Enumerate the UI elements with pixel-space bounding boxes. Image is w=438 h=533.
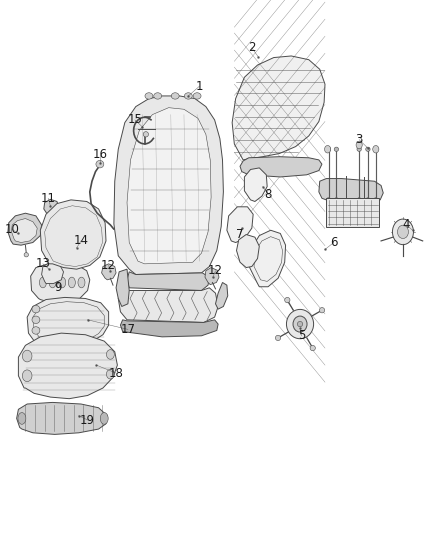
- Polygon shape: [127, 272, 209, 290]
- Ellipse shape: [171, 93, 179, 99]
- Text: 12: 12: [208, 264, 223, 277]
- Ellipse shape: [286, 309, 314, 339]
- Ellipse shape: [310, 345, 315, 351]
- Ellipse shape: [356, 141, 362, 149]
- Ellipse shape: [334, 198, 339, 202]
- Polygon shape: [18, 333, 117, 399]
- Ellipse shape: [297, 321, 303, 327]
- Polygon shape: [120, 320, 218, 337]
- Text: 13: 13: [35, 257, 50, 270]
- Text: 12: 12: [101, 259, 116, 272]
- Text: 9: 9: [54, 281, 62, 294]
- Text: 4: 4: [403, 219, 410, 231]
- Ellipse shape: [193, 93, 201, 99]
- Ellipse shape: [392, 219, 413, 245]
- Text: 15: 15: [127, 114, 142, 126]
- Ellipse shape: [100, 413, 108, 424]
- Polygon shape: [17, 402, 107, 434]
- Ellipse shape: [326, 147, 331, 151]
- Ellipse shape: [184, 93, 192, 99]
- Polygon shape: [11, 219, 37, 243]
- Text: 16: 16: [92, 148, 107, 161]
- Ellipse shape: [32, 327, 40, 334]
- Ellipse shape: [334, 147, 339, 151]
- Ellipse shape: [366, 147, 370, 151]
- Polygon shape: [127, 108, 211, 264]
- Ellipse shape: [143, 132, 148, 137]
- Text: 17: 17: [120, 323, 135, 336]
- Polygon shape: [232, 56, 325, 160]
- Polygon shape: [31, 264, 90, 303]
- Text: 18: 18: [109, 367, 124, 379]
- Polygon shape: [215, 282, 228, 309]
- Text: 1: 1: [195, 80, 203, 93]
- Ellipse shape: [293, 316, 307, 332]
- Ellipse shape: [32, 305, 40, 313]
- Polygon shape: [319, 179, 383, 204]
- Ellipse shape: [106, 369, 114, 379]
- Polygon shape: [44, 199, 59, 216]
- Polygon shape: [240, 157, 322, 177]
- Ellipse shape: [39, 277, 46, 288]
- Ellipse shape: [24, 253, 28, 257]
- Text: 10: 10: [5, 223, 20, 236]
- Text: 14: 14: [74, 235, 88, 247]
- Polygon shape: [205, 268, 219, 285]
- Ellipse shape: [68, 277, 75, 288]
- Polygon shape: [250, 230, 286, 287]
- Polygon shape: [244, 168, 267, 201]
- Polygon shape: [114, 96, 223, 274]
- Ellipse shape: [373, 146, 379, 153]
- Ellipse shape: [18, 413, 26, 424]
- Polygon shape: [8, 213, 42, 245]
- Polygon shape: [42, 262, 64, 284]
- Ellipse shape: [154, 93, 162, 99]
- Ellipse shape: [325, 146, 331, 153]
- Polygon shape: [40, 200, 106, 269]
- Text: 3: 3: [356, 133, 363, 146]
- Ellipse shape: [285, 297, 290, 303]
- Ellipse shape: [78, 277, 85, 288]
- Polygon shape: [326, 198, 379, 227]
- Text: 2: 2: [248, 42, 256, 54]
- Text: 5: 5: [298, 329, 305, 342]
- Ellipse shape: [374, 147, 378, 151]
- Ellipse shape: [276, 335, 281, 341]
- Ellipse shape: [374, 198, 378, 202]
- Text: 19: 19: [80, 414, 95, 426]
- Ellipse shape: [366, 198, 370, 202]
- Ellipse shape: [319, 308, 325, 313]
- Polygon shape: [116, 269, 129, 306]
- Ellipse shape: [49, 277, 56, 288]
- Ellipse shape: [32, 316, 40, 324]
- Ellipse shape: [96, 160, 104, 168]
- Text: 8: 8: [265, 188, 272, 201]
- Ellipse shape: [145, 93, 153, 99]
- Ellipse shape: [357, 198, 361, 202]
- Ellipse shape: [59, 277, 66, 288]
- Polygon shape: [237, 235, 259, 268]
- Ellipse shape: [326, 198, 331, 202]
- Ellipse shape: [22, 350, 32, 362]
- Ellipse shape: [398, 225, 409, 239]
- Text: 7: 7: [236, 228, 244, 241]
- Polygon shape: [227, 207, 253, 243]
- Ellipse shape: [22, 370, 32, 382]
- Text: 11: 11: [41, 192, 56, 205]
- Polygon shape: [102, 264, 116, 280]
- Polygon shape: [118, 288, 218, 322]
- Ellipse shape: [106, 350, 114, 359]
- Ellipse shape: [357, 147, 361, 151]
- Text: 6: 6: [330, 236, 338, 249]
- Polygon shape: [27, 297, 109, 348]
